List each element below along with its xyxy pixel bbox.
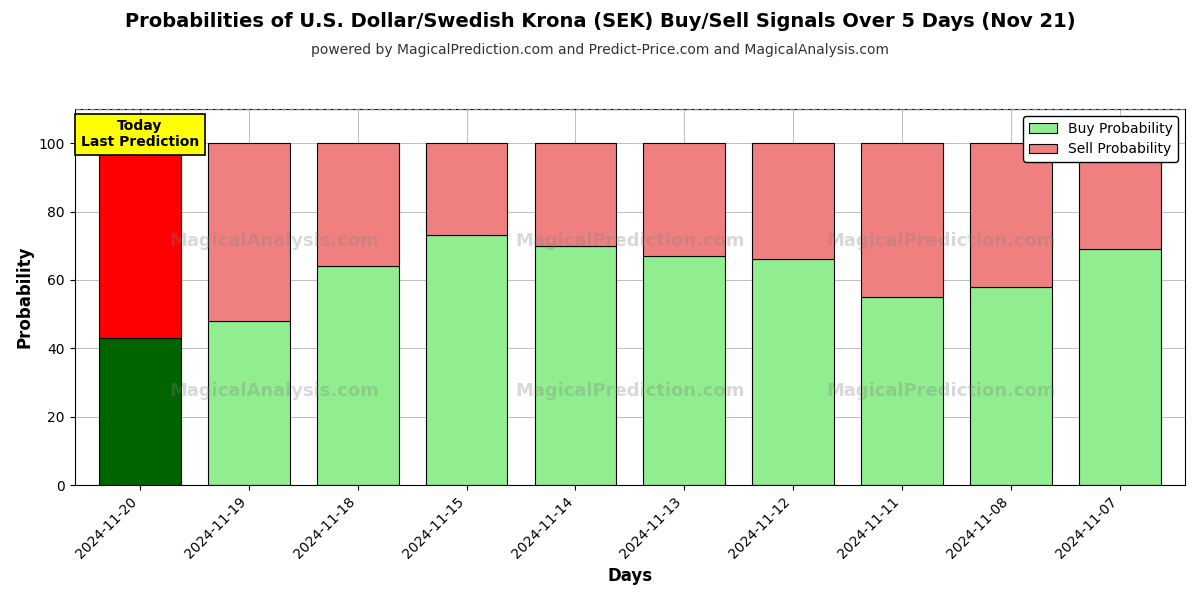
Text: Today
Last Prediction: Today Last Prediction xyxy=(80,119,199,149)
Bar xyxy=(534,246,617,485)
Text: MagicalAnalysis.com: MagicalAnalysis.com xyxy=(169,382,379,400)
Bar xyxy=(317,266,398,485)
Text: Probabilities of U.S. Dollar/Swedish Krona (SEK) Buy/Sell Signals Over 5 Days (N: Probabilities of U.S. Dollar/Swedish Kro… xyxy=(125,12,1075,31)
Bar xyxy=(862,143,943,297)
Bar xyxy=(752,143,834,259)
Bar xyxy=(100,338,181,485)
Bar xyxy=(100,143,181,338)
Bar xyxy=(643,256,725,485)
Bar xyxy=(208,143,289,321)
Text: MagicalPrediction.com: MagicalPrediction.com xyxy=(826,232,1056,250)
Bar xyxy=(317,143,398,266)
Y-axis label: Probability: Probability xyxy=(16,246,34,348)
Text: MagicalAnalysis.com: MagicalAnalysis.com xyxy=(169,232,379,250)
Bar xyxy=(862,297,943,485)
Bar xyxy=(1079,143,1160,249)
Bar xyxy=(970,143,1051,287)
Bar xyxy=(1079,249,1160,485)
Bar xyxy=(643,143,725,256)
Bar xyxy=(208,321,289,485)
Text: powered by MagicalPrediction.com and Predict-Price.com and MagicalAnalysis.com: powered by MagicalPrediction.com and Pre… xyxy=(311,43,889,57)
Text: MagicalPrediction.com: MagicalPrediction.com xyxy=(826,382,1056,400)
Bar xyxy=(752,259,834,485)
Bar xyxy=(970,287,1051,485)
Bar xyxy=(426,143,508,235)
Legend: Buy Probability, Sell Probability: Buy Probability, Sell Probability xyxy=(1024,116,1178,162)
Bar xyxy=(426,235,508,485)
Text: MagicalPrediction.com: MagicalPrediction.com xyxy=(515,232,744,250)
Bar xyxy=(534,143,617,246)
X-axis label: Days: Days xyxy=(607,567,653,585)
Text: MagicalPrediction.com: MagicalPrediction.com xyxy=(515,382,744,400)
